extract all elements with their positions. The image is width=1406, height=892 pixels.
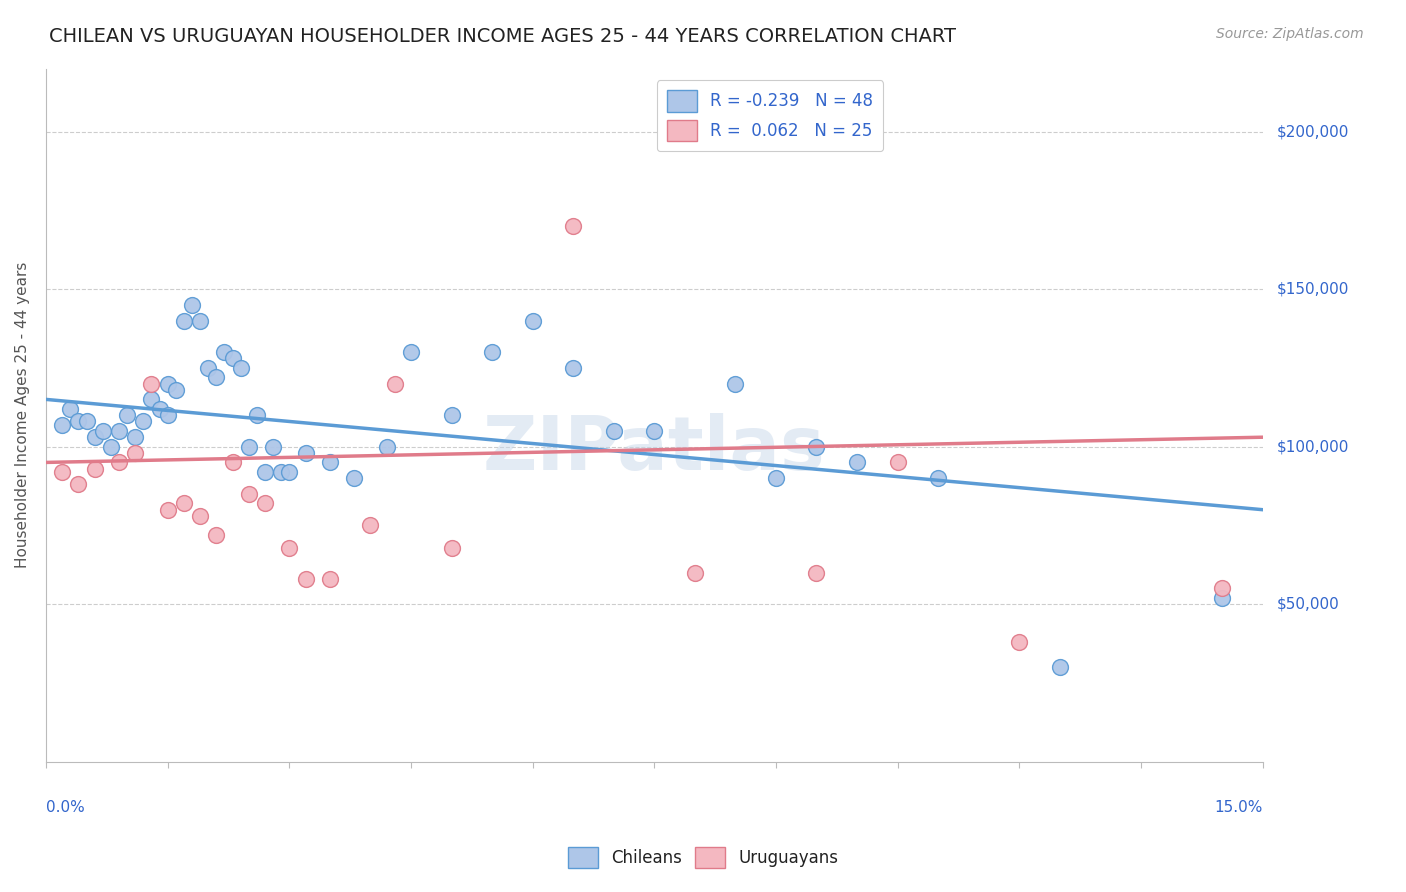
Point bbox=[806, 566, 828, 580]
Point bbox=[522, 313, 544, 327]
Text: ZIPatlas: ZIPatlas bbox=[482, 413, 825, 486]
Point bbox=[927, 471, 949, 485]
Point bbox=[384, 376, 406, 391]
Point bbox=[197, 360, 219, 375]
Point bbox=[294, 572, 316, 586]
Point bbox=[51, 417, 73, 432]
Point bbox=[643, 424, 665, 438]
Point bbox=[124, 446, 146, 460]
Point bbox=[83, 461, 105, 475]
Point bbox=[562, 219, 585, 233]
Text: 0.0%: 0.0% bbox=[46, 800, 84, 815]
Point bbox=[294, 446, 316, 460]
Point bbox=[205, 528, 228, 542]
Point bbox=[141, 392, 163, 407]
Point bbox=[124, 430, 146, 444]
Point bbox=[683, 566, 706, 580]
Point bbox=[76, 414, 98, 428]
Text: 15.0%: 15.0% bbox=[1215, 800, 1263, 815]
Point bbox=[343, 471, 366, 485]
Point bbox=[83, 430, 105, 444]
Point bbox=[181, 298, 204, 312]
Point bbox=[602, 424, 624, 438]
Point bbox=[108, 455, 131, 469]
Text: $50,000: $50,000 bbox=[1277, 597, 1339, 612]
Point bbox=[188, 313, 211, 327]
Point bbox=[238, 487, 260, 501]
Point bbox=[100, 440, 122, 454]
Point bbox=[115, 408, 138, 422]
Point bbox=[67, 414, 90, 428]
Point bbox=[238, 440, 260, 454]
Point bbox=[51, 465, 73, 479]
Point bbox=[214, 345, 236, 359]
Point bbox=[253, 496, 276, 510]
Point bbox=[440, 541, 463, 555]
Point bbox=[1211, 591, 1233, 605]
Point bbox=[765, 471, 787, 485]
Point bbox=[1049, 660, 1071, 674]
Point bbox=[165, 383, 187, 397]
Point bbox=[156, 408, 179, 422]
Point bbox=[1008, 635, 1031, 649]
Point bbox=[141, 376, 163, 391]
Point bbox=[246, 408, 269, 422]
Point bbox=[173, 313, 195, 327]
Point bbox=[253, 465, 276, 479]
Point bbox=[67, 477, 90, 491]
Point bbox=[91, 424, 114, 438]
Text: $100,000: $100,000 bbox=[1277, 439, 1348, 454]
Point bbox=[846, 455, 869, 469]
Point bbox=[886, 455, 908, 469]
Text: $200,000: $200,000 bbox=[1277, 124, 1348, 139]
Text: $150,000: $150,000 bbox=[1277, 282, 1348, 297]
Point bbox=[132, 414, 155, 428]
Point bbox=[375, 440, 398, 454]
Point bbox=[148, 401, 170, 416]
Point bbox=[278, 541, 301, 555]
Point bbox=[440, 408, 463, 422]
Text: CHILEAN VS URUGUAYAN HOUSEHOLDER INCOME AGES 25 - 44 YEARS CORRELATION CHART: CHILEAN VS URUGUAYAN HOUSEHOLDER INCOME … bbox=[49, 27, 956, 45]
Point bbox=[270, 465, 292, 479]
Point bbox=[221, 351, 243, 366]
Point bbox=[188, 508, 211, 523]
Point bbox=[359, 518, 381, 533]
Legend: R = -0.239   N = 48, R =  0.062   N = 25: R = -0.239 N = 48, R = 0.062 N = 25 bbox=[657, 80, 883, 152]
Point bbox=[108, 424, 131, 438]
Point bbox=[806, 440, 828, 454]
Point bbox=[59, 401, 82, 416]
Point bbox=[481, 345, 503, 359]
Point bbox=[173, 496, 195, 510]
Point bbox=[156, 376, 179, 391]
Point bbox=[562, 360, 585, 375]
Text: Source: ZipAtlas.com: Source: ZipAtlas.com bbox=[1216, 27, 1364, 41]
Point bbox=[399, 345, 422, 359]
Point bbox=[1211, 582, 1233, 596]
Point bbox=[278, 465, 301, 479]
Point bbox=[221, 455, 243, 469]
Y-axis label: Householder Income Ages 25 - 44 years: Householder Income Ages 25 - 44 years bbox=[15, 262, 30, 568]
Legend: Chileans, Uruguayans: Chileans, Uruguayans bbox=[561, 840, 845, 875]
Point bbox=[724, 376, 747, 391]
Point bbox=[229, 360, 252, 375]
Point bbox=[319, 455, 342, 469]
Point bbox=[319, 572, 342, 586]
Point bbox=[205, 370, 228, 384]
Point bbox=[156, 502, 179, 516]
Point bbox=[262, 440, 284, 454]
